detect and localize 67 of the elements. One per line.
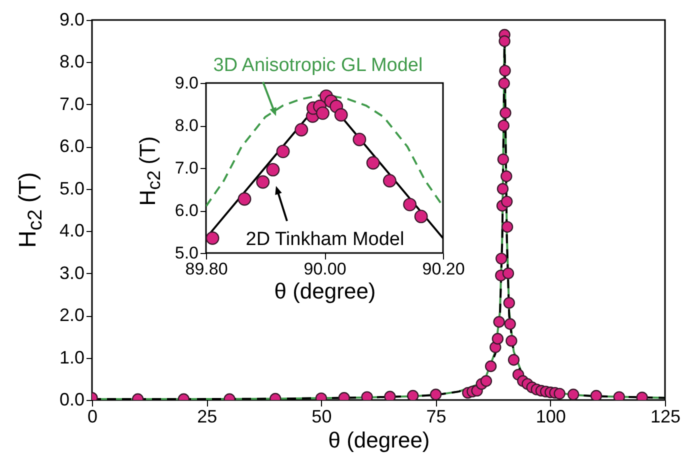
- point: [504, 318, 516, 330]
- point: [554, 388, 566, 400]
- point: [496, 183, 509, 195]
- y-tick-label: 8.0: [59, 52, 84, 72]
- y-tick-label: 8.0: [174, 116, 198, 135]
- y-tick-label: 2.0: [59, 305, 84, 326]
- y-tick-label: 6.0: [59, 136, 84, 156]
- annotation: 3D Anisotropic GL Model: [213, 55, 423, 77]
- y-tick-label: 5.0: [174, 244, 198, 262]
- point: [238, 192, 252, 206]
- point: [206, 231, 220, 245]
- y-tick-label: 5.0: [59, 178, 84, 198]
- y-tick-label: 4.0: [59, 220, 84, 241]
- point: [590, 390, 602, 400]
- y-tick-label: 9.0: [59, 10, 84, 30]
- y-tick-label: 6.0: [174, 201, 198, 220]
- x-tick-label: 125: [650, 406, 681, 426]
- x-tick-label: 90.20: [422, 260, 465, 278]
- y-tick-label: 7.0: [59, 94, 84, 114]
- point: [501, 221, 514, 233]
- x-tick-label: 89.80: [185, 260, 228, 278]
- y-tick-label: 1.0: [59, 347, 84, 368]
- y-tick-label: 3.0: [59, 262, 84, 283]
- point: [266, 162, 280, 176]
- point: [500, 170, 512, 182]
- point: [508, 354, 520, 366]
- point: [497, 154, 510, 166]
- point: [501, 196, 513, 208]
- y-tick-label: 0.0: [59, 390, 84, 410]
- point: [316, 106, 330, 120]
- point: [484, 360, 497, 372]
- point: [366, 156, 380, 170]
- point: [430, 388, 442, 400]
- point: [493, 316, 505, 328]
- point: [502, 268, 514, 280]
- point: [500, 107, 512, 119]
- point: [407, 390, 419, 400]
- point: [499, 64, 511, 76]
- x-tick-label: 90.00: [304, 260, 346, 278]
- point: [480, 375, 492, 387]
- point: [276, 144, 290, 158]
- x-tick-label: 0: [87, 406, 98, 426]
- point: [506, 335, 518, 347]
- point: [503, 297, 515, 309]
- point: [496, 252, 508, 264]
- point: [403, 198, 417, 212]
- point: [498, 120, 510, 132]
- x-tick-label: 100: [536, 406, 566, 426]
- annotation: 2D Tinkham Model: [246, 229, 404, 251]
- point: [384, 390, 396, 400]
- x-tick-label: 50: [312, 406, 332, 426]
- y-tick-label: 7.0: [174, 158, 198, 178]
- x-axis-title: θ (degree): [328, 428, 430, 452]
- point: [567, 388, 580, 400]
- point: [498, 35, 510, 47]
- point: [256, 175, 270, 189]
- point: [382, 174, 396, 188]
- x-tick-label: 25: [197, 406, 218, 426]
- point: [492, 332, 504, 345]
- point: [498, 78, 510, 90]
- point: [414, 210, 428, 224]
- x-axis-title: θ (degree): [274, 278, 376, 304]
- point: [294, 123, 308, 136]
- y-tick-label: 9.0: [174, 74, 198, 92]
- point: [352, 132, 366, 146]
- x-tick-label: 75: [426, 406, 446, 426]
- point: [334, 108, 348, 122]
